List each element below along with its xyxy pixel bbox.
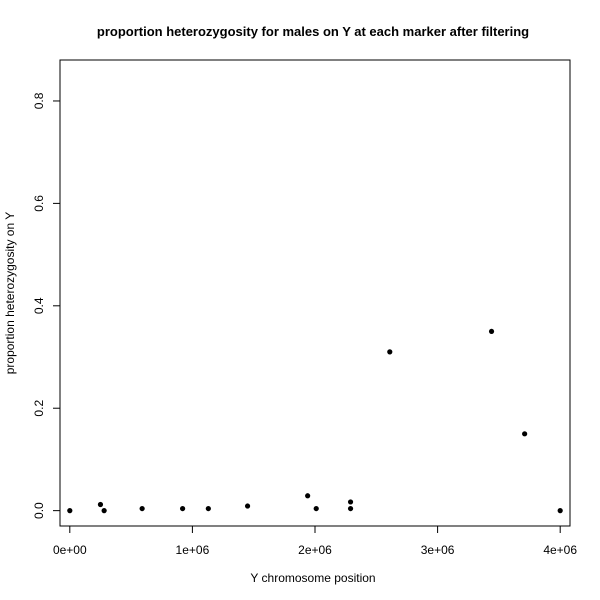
data-point: [67, 508, 73, 514]
y-tick-label: 0.4: [32, 297, 46, 314]
data-point: [205, 505, 211, 512]
data-point: [522, 431, 528, 437]
plot-frame: [59, 59, 571, 527]
x-tick-label: 0e+00: [53, 543, 87, 557]
data-point: [347, 505, 354, 512]
x-axis: 0e+00 1e+06 2e+06 3e+06 4e+06: [53, 525, 577, 557]
data-points: [67, 328, 563, 514]
data-point: [387, 349, 393, 355]
data-point: [244, 503, 251, 509]
data-point: [347, 499, 354, 505]
x-axis-label: Y chromosome position: [250, 571, 375, 585]
data-point: [313, 505, 319, 512]
y-axis: 0.0 0.2 0.4 0.6 0.8: [32, 92, 61, 519]
x-tick-label: 2e+06: [298, 543, 332, 557]
y-tick-label: 0.0: [32, 502, 46, 519]
data-point: [139, 505, 145, 512]
data-point: [557, 508, 563, 514]
data-point: [179, 505, 186, 512]
y-tick-label: 0.6: [32, 195, 46, 212]
x-tick-label: 3e+06: [421, 543, 455, 557]
chart-title: proportion heterozygosity for males on Y…: [97, 24, 529, 39]
y-tick-label: 0.2: [32, 400, 46, 417]
x-tick-label: 4e+06: [543, 543, 577, 557]
x-tick-label: 1e+06: [176, 543, 210, 557]
y-axis-label: proportion heterozygosity on Y: [3, 212, 17, 375]
y-tick-label: 0.8: [32, 92, 46, 109]
data-point: [101, 508, 107, 514]
data-point: [305, 493, 311, 499]
data-point: [488, 328, 495, 335]
data-point: [97, 501, 104, 508]
